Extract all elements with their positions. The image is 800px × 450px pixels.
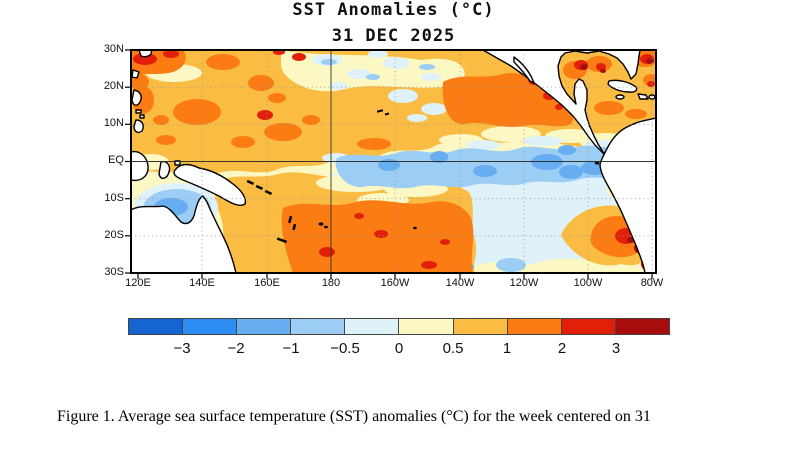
colorbar-cell	[561, 319, 616, 334]
x-axis-label: 140W	[445, 277, 475, 289]
x-axis-label: 160W	[380, 277, 410, 289]
y-axis-label: 20N	[103, 80, 124, 92]
colorbar-tick-label: 0	[394, 340, 404, 357]
figure-caption: Figure 1. Average sea surface temperatur…	[57, 363, 757, 450]
x-axis-label: 120E	[125, 277, 151, 289]
sst-anomaly-map	[125, 49, 657, 279]
x-axis-label: 80W	[640, 277, 664, 289]
x-axis-label: 160E	[254, 277, 280, 289]
y-axis-label: 30N	[103, 43, 124, 55]
map-frame	[125, 49, 657, 279]
colorbar-tick-label: −0.5	[330, 340, 360, 357]
colorbar-cell	[291, 319, 346, 334]
gridlines	[131, 50, 656, 273]
colorbar-tick-label: 1	[502, 340, 512, 357]
colorbar-cell	[453, 319, 508, 334]
y-axis-label: 10S	[104, 192, 124, 204]
island-marks	[246, 109, 600, 244]
y-axis-label: 20S	[104, 229, 124, 241]
figure-title: SST Anomalies (°C)	[292, 0, 495, 20]
colorbar-cell	[399, 319, 454, 334]
colorbar-tick-label: −3	[173, 340, 191, 357]
y-axis-label: 30S	[104, 266, 124, 278]
y-axis-label: EQ	[108, 154, 124, 166]
colorbar-tick-label: −2	[227, 340, 245, 357]
colorbar-tick-label: −1	[282, 340, 300, 357]
figure-caption-line: Figure 1. Average sea surface temperatur…	[57, 407, 651, 425]
land-masses	[131, 50, 656, 273]
colorbar-cell	[129, 319, 184, 334]
colorbar-tick-label: 2	[557, 340, 567, 357]
colorbar-cell	[183, 319, 238, 334]
colorbar-tick-label: 3	[611, 340, 621, 357]
x-axis-label: 180	[321, 277, 341, 289]
colorbar-tick-label: 0.5	[442, 340, 464, 357]
x-axis-label: 140E	[189, 277, 215, 289]
y-axis-label: 10N	[103, 117, 124, 129]
colorbar-cell	[345, 319, 400, 334]
colorbar	[128, 318, 670, 335]
colorbar-cell	[237, 319, 292, 334]
colorbar-cell	[615, 319, 669, 334]
x-axis-label: 100W	[573, 277, 603, 289]
colorbar-cell	[507, 319, 562, 334]
x-axis-label: 120W	[509, 277, 539, 289]
figure-date: 31 DEC 2025	[331, 26, 456, 46]
